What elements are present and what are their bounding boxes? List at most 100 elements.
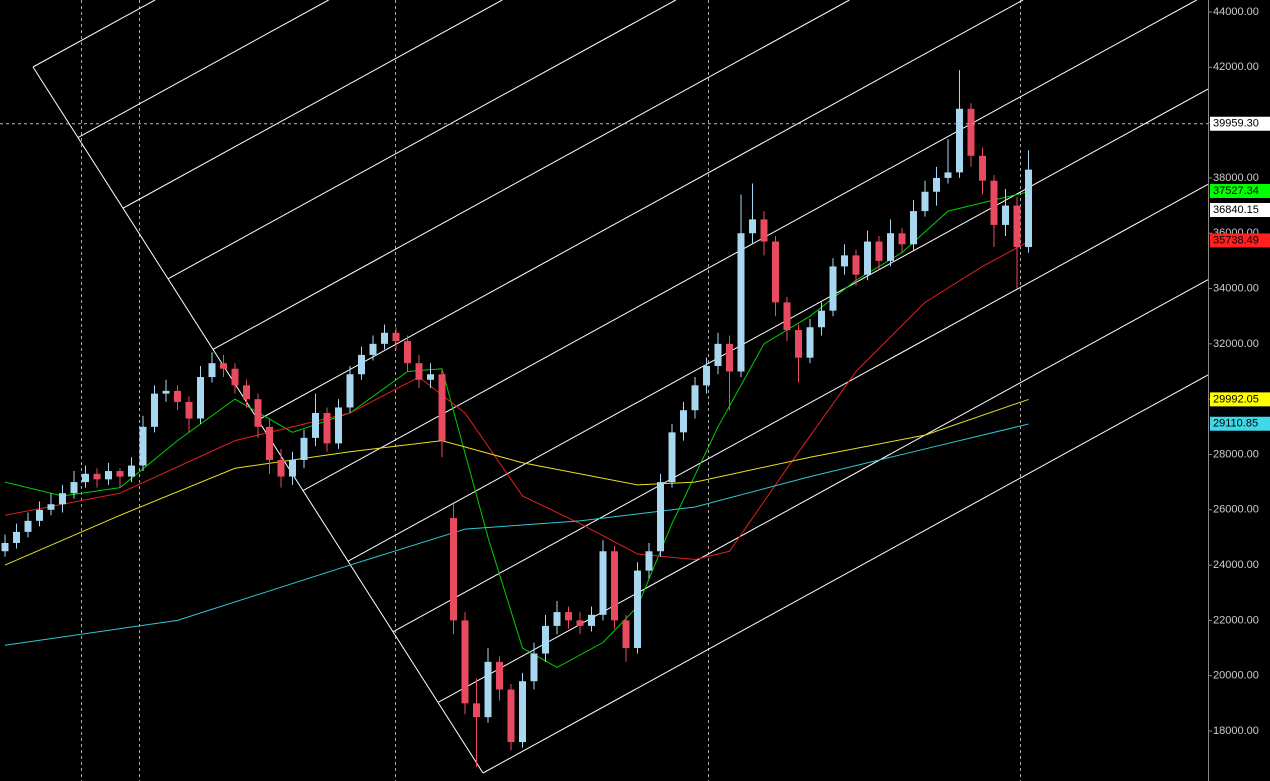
candle-body <box>24 520 32 532</box>
candle-body <box>392 332 400 342</box>
candle-body <box>530 653 538 682</box>
candle-body <box>415 363 423 380</box>
candle-body <box>335 407 342 444</box>
candle-body <box>852 255 860 275</box>
candle-body <box>185 401 193 419</box>
candle-body <box>749 219 756 234</box>
candle-body <box>277 459 285 477</box>
candle-body <box>657 482 664 552</box>
price-marker <box>1210 233 1270 248</box>
candle-body <box>887 233 894 261</box>
candle-body <box>691 385 699 411</box>
price-marker <box>1210 202 1270 217</box>
candle-body <box>220 363 227 369</box>
candle-body <box>933 177 940 192</box>
candle-body <box>1013 205 1021 248</box>
moving-average-line <box>4 241 1029 561</box>
candle-body <box>243 385 250 400</box>
candle-body <box>266 426 273 460</box>
candle-body <box>703 365 710 386</box>
candle-body <box>565 612 572 621</box>
candle-body <box>427 374 434 380</box>
price-marker-label: 29992.05 <box>1213 393 1259 405</box>
candle-body <box>381 332 388 344</box>
candle-body <box>461 620 469 704</box>
candle-body <box>783 302 791 331</box>
candle-body <box>645 551 653 571</box>
candle-body <box>599 551 607 615</box>
candle-body <box>484 661 492 718</box>
price-marker <box>1210 183 1270 198</box>
candle-body <box>323 412 331 444</box>
candle-body <box>668 432 676 483</box>
candle-body <box>967 108 975 156</box>
candle-body <box>105 471 112 480</box>
y-tick-label: 28000.00 <box>1213 448 1259 460</box>
y-tick-label: 34000.00 <box>1213 282 1259 294</box>
candle-body <box>59 493 66 505</box>
candle-body <box>300 437 308 460</box>
candle-body <box>944 172 952 178</box>
moving-average-line <box>4 398 1029 566</box>
candle-body <box>542 625 549 654</box>
y-tick-label: 20000.00 <box>1213 670 1259 682</box>
price-marker-label: 29110.85 <box>1213 418 1258 430</box>
candle-body <box>369 343 377 355</box>
fan-line <box>302 0 1197 492</box>
candle-body <box>611 551 618 621</box>
y-tick-label: 22000.00 <box>1213 614 1259 626</box>
fan-line <box>32 0 156 68</box>
fan-line <box>212 0 850 350</box>
fan-line <box>122 0 503 209</box>
candle-body <box>438 374 446 441</box>
moving-average-line <box>4 423 1029 646</box>
candle-body <box>875 241 883 261</box>
candle-body <box>13 531 20 543</box>
candle-body <box>910 211 917 245</box>
candle-body <box>519 681 526 743</box>
candle-body <box>680 410 687 433</box>
candle-body <box>841 255 848 267</box>
y-tick-label: 24000.00 <box>1213 559 1259 571</box>
candle-body <box>312 412 319 438</box>
candle-body <box>197 377 204 419</box>
candle-body <box>151 393 158 427</box>
y-tick-label: 44000.00 <box>1213 6 1259 18</box>
price-marker <box>1210 416 1270 431</box>
candle-body <box>496 661 503 690</box>
candle-body <box>921 191 929 212</box>
drawing-tools <box>32 0 1209 781</box>
y-tick-label: 42000.00 <box>1213 61 1259 73</box>
price-marker-label: 37527.34 <box>1213 185 1259 197</box>
candle-body <box>714 343 722 366</box>
candle-body <box>47 504 55 510</box>
candle-body <box>128 465 135 477</box>
candle-body <box>1 542 9 552</box>
fan-line <box>392 183 1209 633</box>
candle-body <box>162 390 170 394</box>
price-marker-label: 39959.30 <box>1213 118 1259 130</box>
candle-body <box>864 241 871 275</box>
candle-body <box>507 689 515 743</box>
candle-body <box>956 108 963 173</box>
candle-body <box>231 368 239 386</box>
candle-body <box>82 473 89 483</box>
y-tick-label: 26000.00 <box>1213 504 1259 516</box>
candle-body <box>588 614 595 626</box>
fan-line <box>257 0 1024 421</box>
candle-body <box>806 327 814 358</box>
fan-line <box>482 374 1209 774</box>
candle-body <box>829 266 837 311</box>
y-tick-label: 38000.00 <box>1213 172 1259 184</box>
candle-body <box>208 363 216 378</box>
price-marker-label: 35738.49 <box>1213 234 1259 246</box>
candle-body <box>979 155 986 181</box>
candle-body <box>116 471 124 477</box>
candle-body <box>553 612 561 626</box>
candle-body <box>818 310 825 328</box>
candle-body <box>1025 169 1032 248</box>
candle-body <box>70 482 78 494</box>
